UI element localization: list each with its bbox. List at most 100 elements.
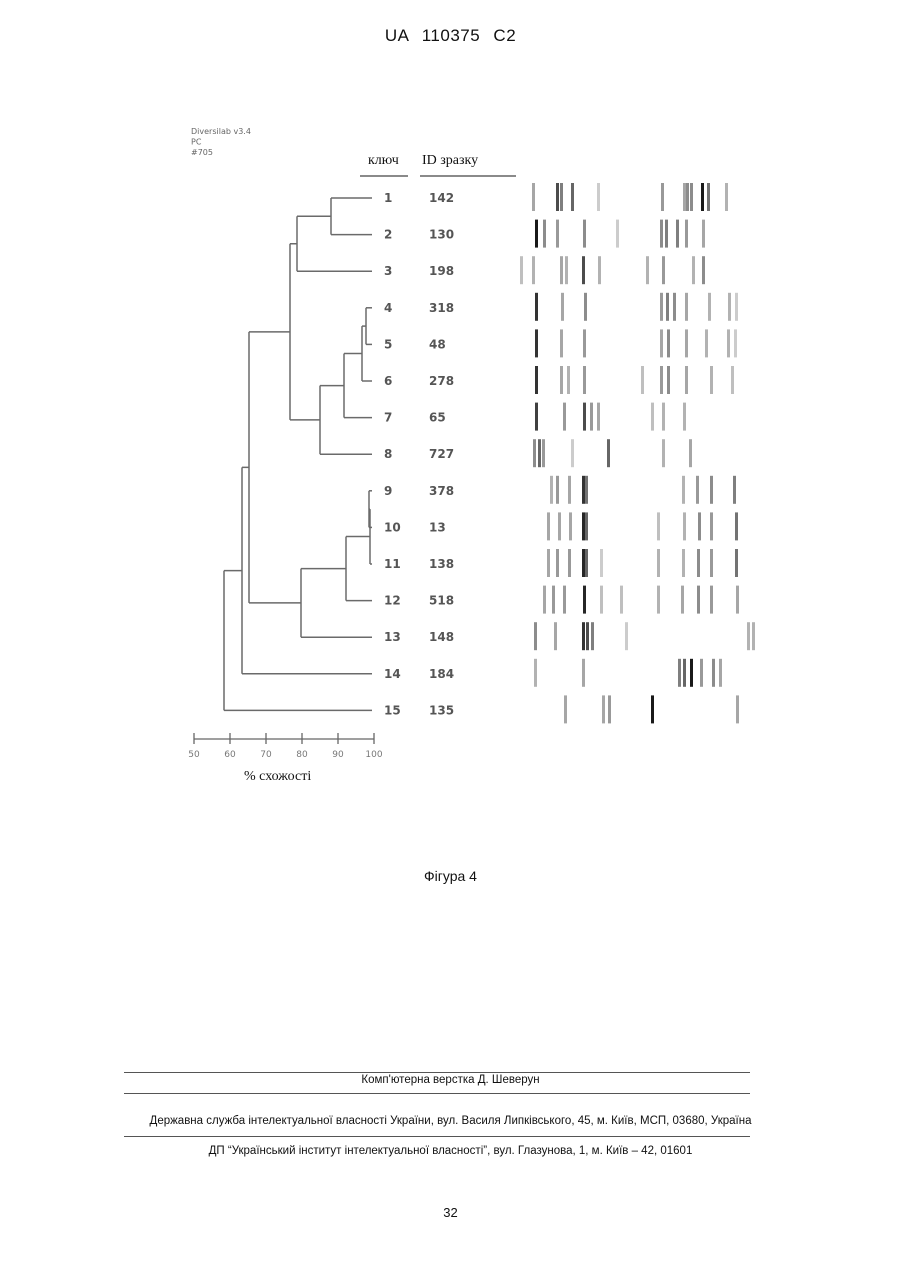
row-key: 7 (384, 411, 392, 425)
column-header-key: ключ (368, 153, 399, 168)
fingerprint-band (556, 183, 559, 211)
fingerprint-band (719, 659, 722, 687)
row-sample-id: 727 (429, 447, 454, 461)
footer-rule-middle (124, 1093, 750, 1094)
fingerprint-band (657, 512, 660, 540)
fingerprint-band (692, 256, 695, 284)
fingerprint-band (561, 293, 564, 321)
fingerprint-band (616, 220, 619, 248)
fingerprint-band (542, 439, 545, 467)
fingerprint-band (728, 293, 731, 321)
fingerprint-band (568, 476, 571, 504)
fingerprint-band (702, 220, 705, 248)
row-key: 13 (384, 630, 401, 644)
fingerprint-band (747, 622, 750, 650)
row-sample-id: 518 (429, 594, 454, 608)
fingerprint-band (707, 183, 710, 211)
fingerprint-band (661, 183, 664, 211)
row-sample-id: 13 (429, 520, 446, 534)
fingerprint-band (569, 512, 572, 540)
fingerprint-band (667, 329, 670, 357)
fingerprint-band (710, 512, 713, 540)
fingerprint-band (685, 220, 688, 248)
fingerprint-band (607, 439, 610, 467)
fingerprint-band (543, 586, 546, 614)
row-key: 5 (384, 337, 392, 351)
row-sample-id: 148 (429, 630, 454, 644)
footer-rule-bottom (124, 1136, 750, 1137)
fingerprint-band (582, 659, 585, 687)
row-key: 15 (384, 703, 401, 717)
fingerprint-band (678, 659, 681, 687)
fingerprint-band (665, 220, 668, 248)
axis-tick-label: 80 (296, 750, 308, 760)
software-info-line: #705 (191, 148, 213, 157)
fingerprint-band (571, 439, 574, 467)
fingerprint-band (597, 183, 600, 211)
fingerprint-band (731, 366, 734, 394)
row-key: 14 (384, 667, 401, 681)
fingerprint-band (657, 549, 660, 577)
fingerprint-band (651, 403, 654, 431)
row-key: 10 (384, 520, 401, 534)
fingerprint-band (660, 293, 663, 321)
fingerprint-band (725, 183, 728, 211)
fingerprint-band (662, 256, 665, 284)
fingerprint-band (585, 476, 588, 504)
fingerprint-band (550, 476, 553, 504)
fingerprint-band (646, 256, 649, 284)
footer-institute-address: ДП “Український інститут інтелектуальної… (0, 1145, 901, 1157)
fingerprint-band (532, 256, 535, 284)
fingerprint-band (710, 476, 713, 504)
fingerprint-band (734, 329, 737, 357)
axis-tick-label: 90 (332, 750, 344, 760)
fingerprint-band (733, 476, 736, 504)
fingerprint-band (571, 183, 574, 211)
fingerprint-band (697, 586, 700, 614)
row-sample-id: 378 (429, 484, 454, 498)
fingerprint-band (583, 220, 586, 248)
fingerprint-band (712, 659, 715, 687)
row-key: 4 (384, 301, 392, 315)
fingerprint-band (563, 403, 566, 431)
fingerprint-band (682, 549, 685, 577)
fingerprint-band (552, 586, 555, 614)
fingerprint-band (735, 512, 738, 540)
fingerprint-band (520, 256, 523, 284)
axis-tick-label: 100 (365, 750, 382, 760)
fingerprint-band (696, 476, 699, 504)
fingerprint-band (534, 659, 537, 687)
row-key: 2 (384, 228, 392, 242)
fingerprint-band (591, 622, 594, 650)
fingerprint-band (641, 366, 644, 394)
fingerprint-band (554, 622, 557, 650)
column-header-sample-id: ID зразку (422, 153, 478, 168)
fingerprint-band (662, 439, 665, 467)
fingerprint-band (586, 622, 589, 650)
row-sample-id: 130 (429, 228, 454, 242)
fingerprint-band (625, 622, 628, 650)
fingerprint-band (660, 220, 663, 248)
fingerprint-band (667, 366, 670, 394)
software-info-line: PC (191, 138, 202, 147)
fingerprint-band (583, 366, 586, 394)
fingerprint-band (583, 586, 586, 614)
fingerprint-band (651, 695, 654, 723)
fingerprint-band (600, 549, 603, 577)
fingerprint-band (535, 366, 538, 394)
fingerprint-band (558, 512, 561, 540)
fingerprint-band (598, 256, 601, 284)
fingerprint-band (676, 220, 679, 248)
page-number: 32 (0, 1205, 901, 1220)
fingerprint-band (567, 366, 570, 394)
row-labels: 1142213031984318548627876587279378101311… (384, 191, 454, 717)
row-key: 9 (384, 484, 392, 498)
fingerprint-band (690, 659, 693, 687)
similarity-axis: 5060708090100 (188, 733, 383, 760)
row-sample-id: 138 (429, 557, 454, 571)
fingerprint-band (547, 549, 550, 577)
fingerprint-band (685, 366, 688, 394)
fingerprint-band (560, 366, 563, 394)
fingerprint-band (543, 220, 546, 248)
fingerprint-band (568, 549, 571, 577)
